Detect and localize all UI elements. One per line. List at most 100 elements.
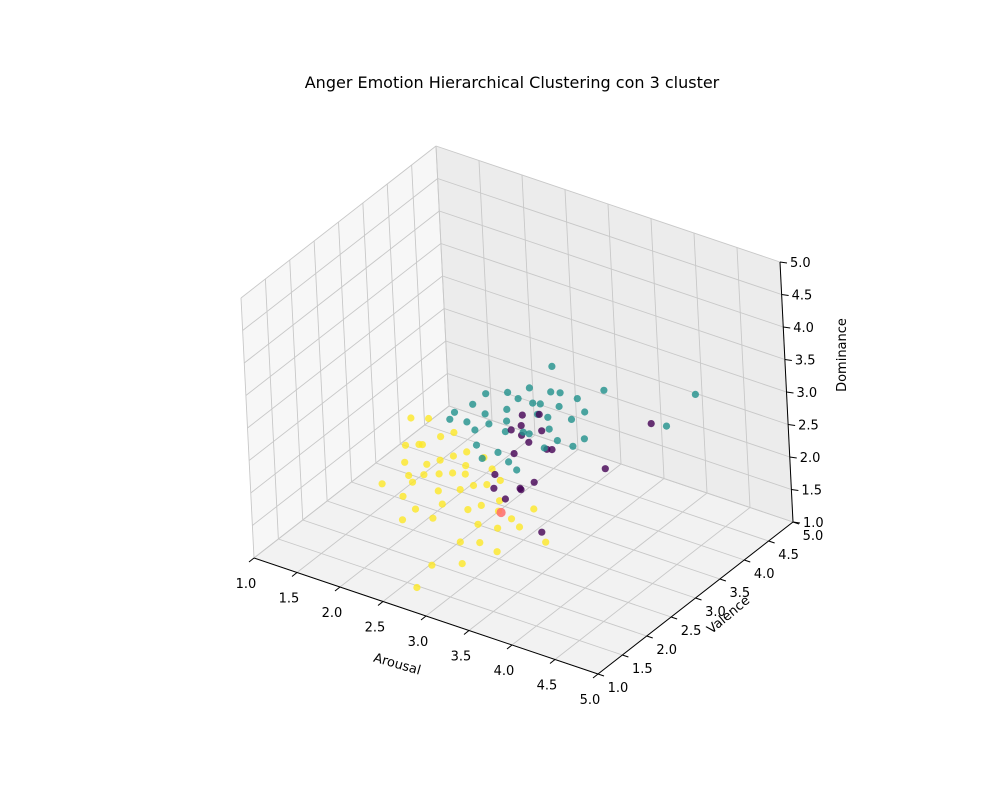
cluster-0-point <box>518 411 526 419</box>
cluster-1-point <box>580 435 589 443</box>
cluster-1-point <box>553 437 562 445</box>
cluster-1-point <box>581 408 589 416</box>
cluster-2-point <box>474 520 482 528</box>
cluster-0-point <box>535 410 543 418</box>
cluster-1-point <box>482 390 490 398</box>
z-tick-label: 3.5 <box>795 354 816 369</box>
cluster-0-point <box>491 470 499 479</box>
cluster-1-point <box>513 466 521 474</box>
cluster-1-point <box>556 389 564 397</box>
cluster-2-point <box>456 538 464 546</box>
cluster-1-point <box>472 441 481 449</box>
axes-ticks: 1.01.01.01.51.51.52.02.02.02.5 2.52.53.03… <box>236 256 824 708</box>
cluster-0-point <box>538 427 546 435</box>
z-tick <box>791 489 799 491</box>
z-tick <box>789 456 797 459</box>
z-tick-label: 2.0 <box>800 451 821 466</box>
x-tick <box>377 601 384 606</box>
z-tick-label: 5.0 <box>790 256 811 271</box>
cluster-2-point <box>494 524 502 532</box>
chart-title: Anger Emotion Hierarchical Clustering co… <box>305 73 720 92</box>
cluster-1-point <box>547 388 555 396</box>
grid-line <box>468 478 665 631</box>
y-tick <box>792 521 800 525</box>
y-tick <box>597 673 605 677</box>
cluster-1-point <box>446 415 454 423</box>
x-tick <box>420 615 427 621</box>
grid-line <box>650 218 665 479</box>
grid-line <box>437 178 782 295</box>
cluster-2-point <box>462 462 470 470</box>
cluster-0-point <box>647 420 655 428</box>
cluster-2-point <box>429 514 437 522</box>
x-tick-label: 4.5 <box>537 679 558 694</box>
z-tick <box>779 261 788 264</box>
z-tick <box>781 294 789 296</box>
cluster-1-point <box>478 454 486 462</box>
z-tick-label: 3.0 <box>797 386 818 401</box>
cluster-0-point <box>517 422 525 430</box>
cluster-1-point <box>519 428 527 436</box>
cluster-2-point <box>435 470 443 478</box>
cluster-2-point <box>411 505 420 513</box>
cluster-1-point <box>540 444 548 452</box>
cluster-0-point <box>601 465 609 473</box>
grid-line <box>242 178 438 331</box>
x-tick-label: 2.0 <box>322 606 343 621</box>
z-tick <box>784 359 792 361</box>
y-tick-label: 5.0 <box>803 529 824 544</box>
cluster-0-point <box>490 484 498 492</box>
x-tick <box>506 644 513 650</box>
grid-line <box>439 210 784 328</box>
cluster-0-point <box>510 450 518 458</box>
cluster-2-point <box>407 414 415 422</box>
z-tick-label: 1.5 <box>801 484 822 499</box>
x-tick <box>463 630 470 635</box>
cluster-2-point <box>420 471 428 479</box>
cluster-1-point <box>450 408 459 416</box>
grid-line <box>435 145 781 263</box>
cluster-1-point <box>555 402 563 411</box>
cluster-1-point <box>525 384 534 392</box>
cluster-2-point <box>476 539 484 547</box>
cluster-0-point <box>548 446 556 454</box>
cluster-2-point <box>408 478 417 486</box>
cluster-1-point <box>504 388 512 396</box>
cluster-0-point <box>501 495 509 503</box>
cluster-2-point <box>437 433 445 441</box>
cluster-2-point <box>530 505 538 513</box>
cluster-1-point <box>471 426 479 434</box>
x-tick <box>248 557 255 563</box>
cluster-1-point <box>503 405 511 413</box>
centroid-point <box>496 507 506 518</box>
y-tick <box>670 616 678 620</box>
cluster-1-point <box>691 390 700 398</box>
cluster-2-point <box>401 458 409 466</box>
grid-line <box>424 424 769 542</box>
cluster-2-point <box>428 561 436 569</box>
cluster-0-point <box>516 484 524 492</box>
grid-line <box>411 164 426 426</box>
cluster-2-point <box>449 469 457 477</box>
y-tick <box>646 635 653 639</box>
cluster-2-point <box>449 452 457 460</box>
cluster-1-point <box>469 400 477 408</box>
grid-line <box>243 210 440 364</box>
grid-line <box>442 275 787 393</box>
cluster-0-point <box>507 426 515 434</box>
cluster-2-point <box>493 548 501 556</box>
grid-line <box>247 275 443 429</box>
x-tick-label: 2.5 <box>365 621 386 636</box>
cluster-1-point <box>494 448 502 456</box>
grid-line <box>736 247 751 508</box>
z-axis-label: Dominance <box>835 318 850 392</box>
cluster-1-point <box>529 399 537 407</box>
cluster-2-point <box>458 560 466 568</box>
y-tick-label: 1.0 <box>608 681 629 696</box>
cluster-2-point <box>483 481 491 489</box>
cluster-1-point <box>567 415 576 423</box>
cluster-1-point <box>485 420 493 428</box>
cluster-2-point <box>425 414 433 423</box>
grid-line <box>351 481 696 599</box>
